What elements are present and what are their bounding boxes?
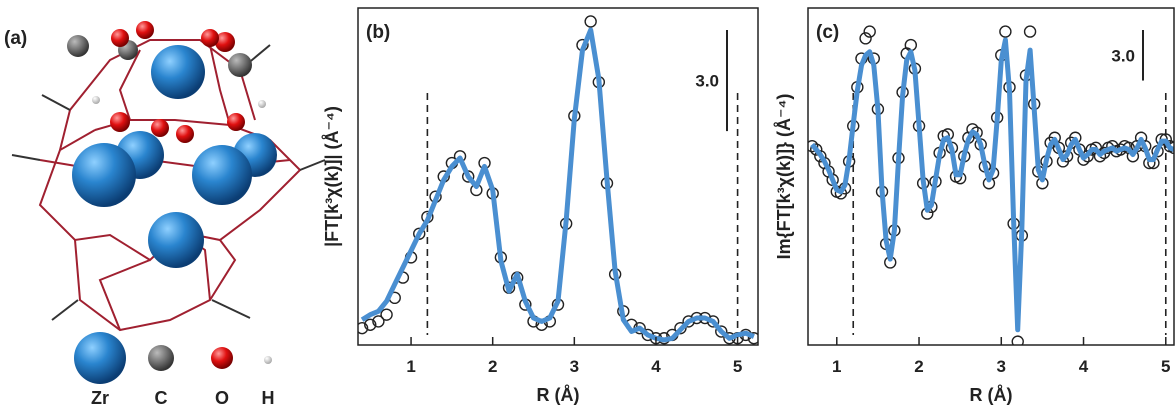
x-axis-label: R (Å) [537, 385, 580, 405]
legend-h [264, 356, 272, 364]
legend-label: H [262, 388, 275, 408]
legend-c [148, 345, 174, 371]
plot-frame [357, 7, 759, 346]
chart-panel: 3.0 1 2 3 4 5 (b) R (Å) |FT[k³χ(k)]| (Å⁻⁴) [322, 7, 759, 405]
c-atom [228, 53, 252, 77]
o-atom [176, 125, 194, 143]
legend-label: Zr [91, 388, 109, 408]
data-point [358, 321, 369, 335]
y-axis-label: Im{FT[k³χ(k)]} (Å⁻⁴) [774, 94, 794, 260]
panel-label: (c) [816, 22, 839, 43]
data-point [863, 25, 876, 38]
o-atom [201, 29, 219, 47]
panel-label: (a) [4, 28, 27, 49]
x-tick-label: 5 [1161, 357, 1170, 376]
zr-atom [192, 145, 252, 205]
c-atom [67, 35, 89, 57]
fit-line [360, 27, 755, 343]
data-point [364, 318, 377, 331]
scale-bar-label: 3.0 [1111, 46, 1135, 65]
o-atom [110, 112, 130, 132]
legend-zr [74, 332, 126, 384]
zr-atom [151, 45, 205, 99]
data-point [1011, 335, 1024, 345]
data-point [372, 315, 385, 328]
legend-label: C [155, 388, 168, 408]
data-point [810, 143, 823, 156]
data-point [1023, 25, 1037, 38]
x-tick-label: 2 [488, 357, 497, 376]
y-axis-label: |FT[k³χ(k)]| (Å⁻⁴) [322, 106, 342, 247]
o-atom [111, 29, 129, 47]
data-point [747, 332, 758, 345]
data-point [380, 308, 393, 321]
x-tick-label: 1 [406, 357, 415, 376]
zr-atom [72, 143, 136, 207]
o-atom [215, 32, 235, 52]
x-axis-label: R (Å) [970, 385, 1013, 405]
x-tick-label: 4 [651, 357, 661, 376]
structure-panel: (a) Zr C [4, 21, 326, 408]
plot-area [358, 15, 758, 345]
fit-line [810, 37, 1174, 333]
legend-o [211, 347, 233, 369]
x-tick-label: 1 [832, 357, 841, 376]
data-point [859, 32, 872, 45]
data-point [715, 325, 728, 338]
panel-label: (b) [366, 22, 390, 43]
data-point [808, 139, 819, 153]
o-atom [227, 113, 245, 131]
x-tick-label: 5 [733, 357, 742, 376]
data-point [584, 15, 597, 28]
scale-bar-label: 3.0 [695, 72, 719, 91]
x-tick-label: 3 [570, 357, 579, 376]
x-tick-label: 3 [997, 357, 1006, 376]
o-atom [136, 21, 154, 39]
plot-frame [807, 7, 1175, 346]
data-point [674, 321, 687, 335]
zr-atom [148, 212, 204, 268]
data-point [999, 25, 1012, 38]
x-tick-label: 4 [1079, 357, 1089, 376]
x-tick-label: 2 [914, 357, 923, 376]
h-atom [92, 96, 100, 104]
o-atom [151, 119, 169, 137]
legend-label: O [215, 388, 229, 408]
h-atom [258, 100, 266, 108]
plot-area [808, 25, 1174, 345]
chart-panel: 3.0 1 2 3 4 5 (c) R (Å) Im{FT[k³χ(k)]} (Å⁻⁴) [774, 7, 1175, 405]
